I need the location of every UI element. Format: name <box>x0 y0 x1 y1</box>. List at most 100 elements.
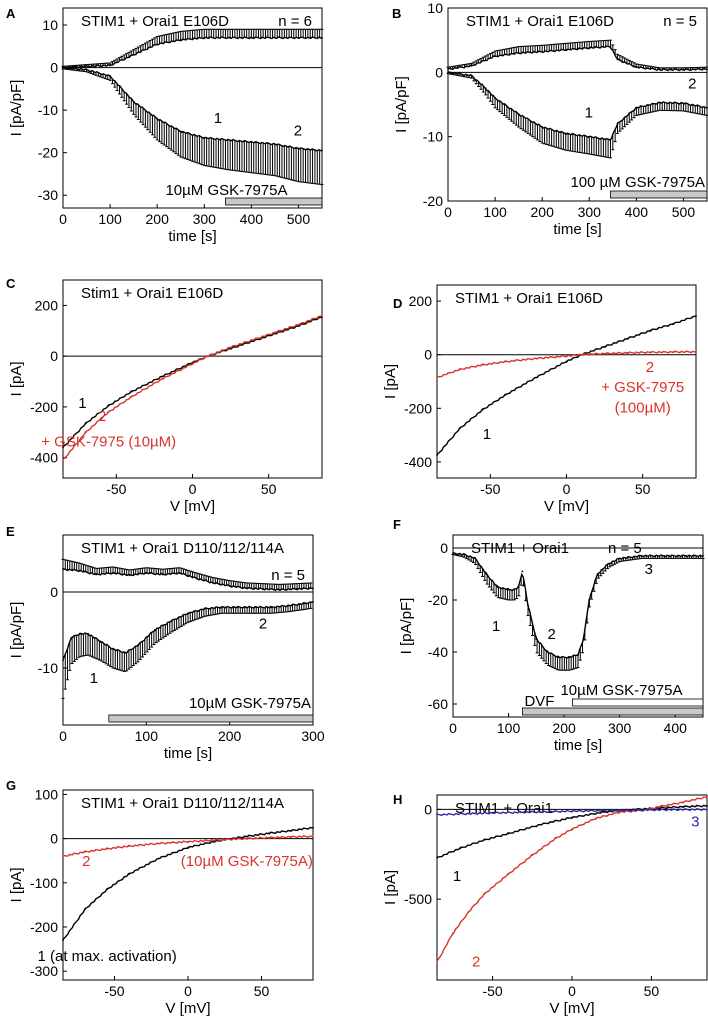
data-point <box>275 331 278 333</box>
data-point <box>580 353 583 356</box>
data-point <box>250 36 253 39</box>
data-point <box>474 557 477 560</box>
data-point <box>84 850 86 853</box>
data-point <box>178 572 181 574</box>
series-inward <box>61 66 324 186</box>
data-point <box>128 845 131 848</box>
data-point <box>270 606 273 609</box>
y-tick-label: 0 <box>440 540 448 556</box>
data-point <box>124 651 127 654</box>
data-point <box>107 404 110 407</box>
data-point <box>203 607 206 610</box>
data-point <box>557 656 560 659</box>
annotation: 2 <box>294 123 302 140</box>
x-tick-label: -50 <box>480 481 500 497</box>
annotation: 2 <box>82 853 90 870</box>
panel-title: STIM1 + Orai1 E106D <box>81 13 229 30</box>
panel-letter: E <box>6 524 15 539</box>
data-point <box>157 857 160 860</box>
data-point <box>145 572 148 574</box>
data-point <box>228 585 231 587</box>
data-point <box>203 36 206 39</box>
data-point <box>106 847 109 850</box>
data-point <box>78 569 81 572</box>
data-point <box>78 632 81 635</box>
series-line <box>62 316 323 448</box>
data-point <box>229 346 232 349</box>
data-point <box>206 355 209 358</box>
panel-letter: H <box>393 792 402 807</box>
panel-letter: B <box>392 6 401 21</box>
data-point <box>565 360 568 363</box>
data-point <box>262 588 264 590</box>
data-point <box>62 568 64 571</box>
drug-bar-label: 10µM GSK-7975A <box>189 695 311 712</box>
y-axis-label: I [pA/pF] <box>8 602 25 659</box>
data-point <box>290 835 292 838</box>
data-point <box>649 351 652 354</box>
data-point <box>706 804 708 807</box>
n-label: n = 5 <box>663 13 697 30</box>
data-point <box>84 908 86 911</box>
y-tick-label: -20 <box>428 592 448 608</box>
annotation: 1 <box>483 426 491 443</box>
drug-application-bar <box>225 197 323 206</box>
drug-bar-label: 100 µM GSK-7975A <box>570 174 705 191</box>
annotation: 1 <box>214 110 222 127</box>
data-point <box>650 809 653 811</box>
x-axis-label: V [mV] <box>170 498 215 515</box>
y-tick-label: 0 <box>50 60 58 76</box>
x-tick-label: -50 <box>104 983 124 999</box>
series-line <box>62 66 323 152</box>
series-current <box>451 551 705 671</box>
data-point <box>616 58 619 61</box>
data-point <box>577 653 579 656</box>
data-point <box>436 856 438 859</box>
x-tick-label: 500 <box>672 204 696 220</box>
drug-bar-label: 10µM GSK-7975A <box>165 182 287 199</box>
annotation: 3 <box>691 813 699 830</box>
data-point <box>287 604 289 607</box>
data-point <box>521 570 524 573</box>
x-tick-label: 300 <box>193 211 217 227</box>
data-point <box>84 431 87 434</box>
plot-frame <box>62 534 314 726</box>
data-point <box>507 832 510 835</box>
x-axis-label: time [s] <box>554 737 602 754</box>
annotation: (100µM) <box>615 399 671 416</box>
plot-frame <box>62 7 323 209</box>
data-point <box>485 573 488 575</box>
y-tick-label: 10 <box>427 0 443 16</box>
y-axis-label: I [pA] <box>382 364 399 399</box>
x-tick-label: 400 <box>664 720 688 736</box>
data-point <box>663 554 666 557</box>
x-tick-label: 50 <box>644 983 660 999</box>
data-point <box>535 638 538 640</box>
data-point <box>571 810 573 813</box>
data-point <box>237 606 239 609</box>
plot-frame <box>452 534 704 718</box>
data-point <box>602 811 605 813</box>
x-tick-label: 0 <box>444 204 452 220</box>
data-point <box>112 572 114 574</box>
data-point <box>216 839 219 841</box>
annotation: + GSK-7975 (10µM) <box>41 433 176 450</box>
data-point <box>484 87 487 90</box>
data-point <box>527 604 529 607</box>
y-tick-label: 0 <box>435 64 443 80</box>
n-label: n = 5 <box>608 540 642 557</box>
x-tick-label: 200 <box>531 204 555 220</box>
annotation: 1 <box>90 670 98 687</box>
x-tick-label: 200 <box>552 720 576 736</box>
data-point <box>303 602 306 605</box>
data-point <box>252 338 255 341</box>
data-point <box>571 828 573 831</box>
data-point <box>109 64 111 67</box>
data-point <box>226 36 229 39</box>
series-outward <box>61 558 314 592</box>
annotation: 1 (at max. activation) <box>38 948 177 965</box>
data-point <box>109 75 111 77</box>
data-point <box>107 411 110 413</box>
